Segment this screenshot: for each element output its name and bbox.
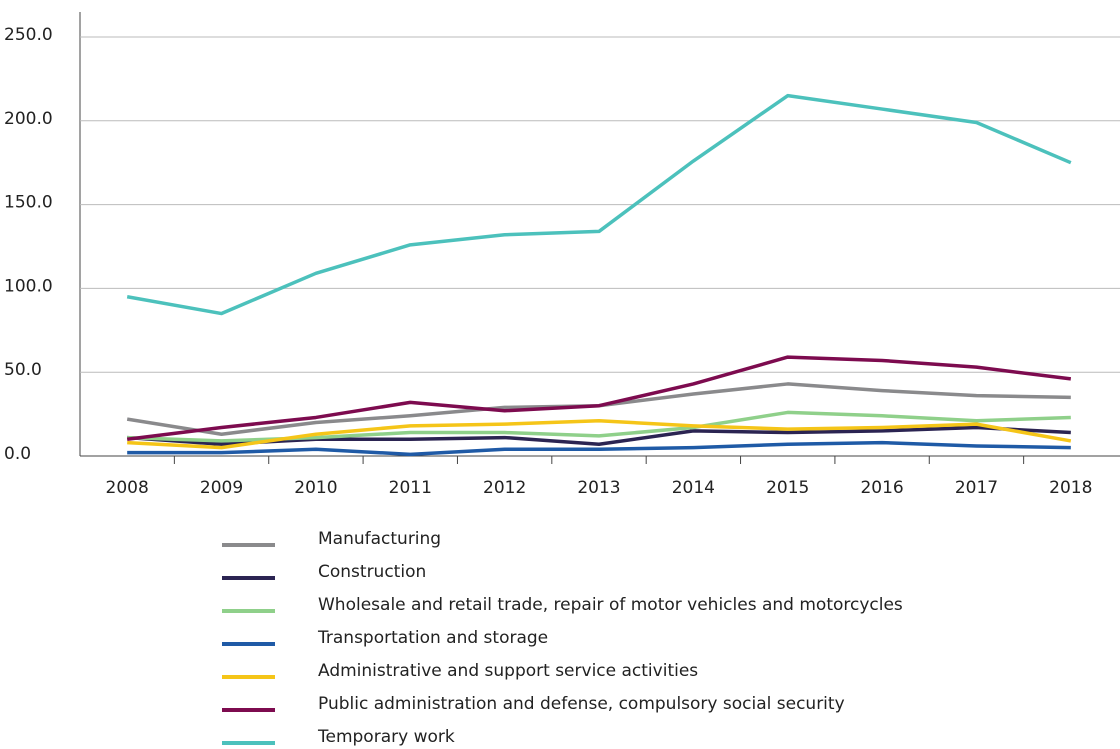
legend-label: Public administration and defense, compu… bbox=[318, 694, 845, 714]
series-line bbox=[127, 425, 1071, 447]
legend-label: Temporary work bbox=[317, 727, 455, 747]
legend-label: Transportation and storage bbox=[317, 628, 548, 648]
legend-label: Administrative and support service activ… bbox=[318, 661, 698, 681]
x-tick-label: 2008 bbox=[106, 478, 149, 498]
y-tick-label: 150.0 bbox=[4, 193, 53, 213]
x-tick-label: 2013 bbox=[577, 478, 620, 498]
x-tick-label: 2018 bbox=[1049, 478, 1092, 498]
x-tick-label: 2010 bbox=[294, 478, 337, 498]
x-tick-label: 2014 bbox=[672, 478, 715, 498]
x-tick-label: 2016 bbox=[860, 478, 903, 498]
series-line bbox=[127, 419, 1072, 450]
legend-label: Wholesale and retail trade, repair of mo… bbox=[318, 595, 903, 615]
x-tick-label: 2017 bbox=[955, 478, 998, 498]
x-tick-label: 2009 bbox=[200, 478, 243, 498]
x-tick-label: 2012 bbox=[483, 478, 526, 498]
legend-label: Construction bbox=[318, 562, 426, 582]
y-tick-label: 100.0 bbox=[4, 276, 53, 296]
series-line bbox=[127, 440, 1071, 457]
y-tick-label: 250.0 bbox=[4, 25, 53, 45]
legend-label: Manufacturing bbox=[318, 529, 441, 549]
y-tick-label: 0.0 bbox=[4, 444, 31, 464]
x-tick-label: 2015 bbox=[766, 478, 809, 498]
y-tick-label: 50.0 bbox=[4, 360, 42, 380]
series-line bbox=[126, 355, 1072, 441]
x-tick-label: 2011 bbox=[389, 478, 432, 498]
series-line bbox=[126, 93, 1072, 316]
y-tick-label: 200.0 bbox=[4, 109, 53, 129]
